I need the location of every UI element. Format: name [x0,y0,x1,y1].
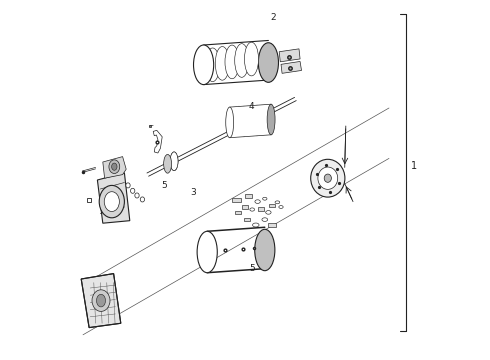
Ellipse shape [92,290,110,311]
Ellipse shape [250,208,254,211]
Ellipse shape [266,211,271,214]
Polygon shape [279,49,300,62]
Ellipse shape [263,197,267,200]
Text: 5: 5 [249,264,255,273]
Polygon shape [243,205,247,208]
Text: 5: 5 [161,181,167,190]
Ellipse shape [324,174,331,182]
Ellipse shape [194,45,214,85]
Polygon shape [244,218,249,221]
Ellipse shape [262,218,268,221]
Polygon shape [281,62,301,73]
Ellipse shape [226,107,234,138]
Ellipse shape [279,206,283,208]
Ellipse shape [135,193,139,198]
Ellipse shape [97,294,105,307]
Text: 2: 2 [270,13,276,22]
Ellipse shape [104,192,120,212]
Polygon shape [258,207,264,211]
Ellipse shape [164,154,171,173]
Ellipse shape [311,159,345,197]
Polygon shape [81,274,121,328]
Ellipse shape [215,46,229,80]
Polygon shape [230,104,271,138]
Ellipse shape [205,48,220,82]
Text: 3: 3 [190,188,196,197]
Polygon shape [103,157,126,178]
Ellipse shape [258,43,278,82]
Polygon shape [235,211,241,214]
Ellipse shape [126,183,130,188]
Polygon shape [231,198,241,202]
Ellipse shape [255,200,260,203]
Ellipse shape [130,188,135,193]
Ellipse shape [197,231,217,273]
Text: 1: 1 [411,161,416,171]
Polygon shape [245,194,252,198]
Ellipse shape [140,197,145,202]
Ellipse shape [112,163,117,170]
Text: 4: 4 [248,102,254,111]
Ellipse shape [275,201,280,204]
Ellipse shape [225,45,239,79]
Polygon shape [270,204,274,207]
Polygon shape [269,223,275,227]
Ellipse shape [235,44,249,77]
Ellipse shape [109,160,120,174]
Ellipse shape [252,223,259,227]
Ellipse shape [245,42,259,76]
Ellipse shape [99,185,124,218]
Polygon shape [98,173,130,223]
Ellipse shape [170,152,178,171]
Ellipse shape [255,229,275,271]
Ellipse shape [318,167,338,189]
Ellipse shape [267,104,275,135]
